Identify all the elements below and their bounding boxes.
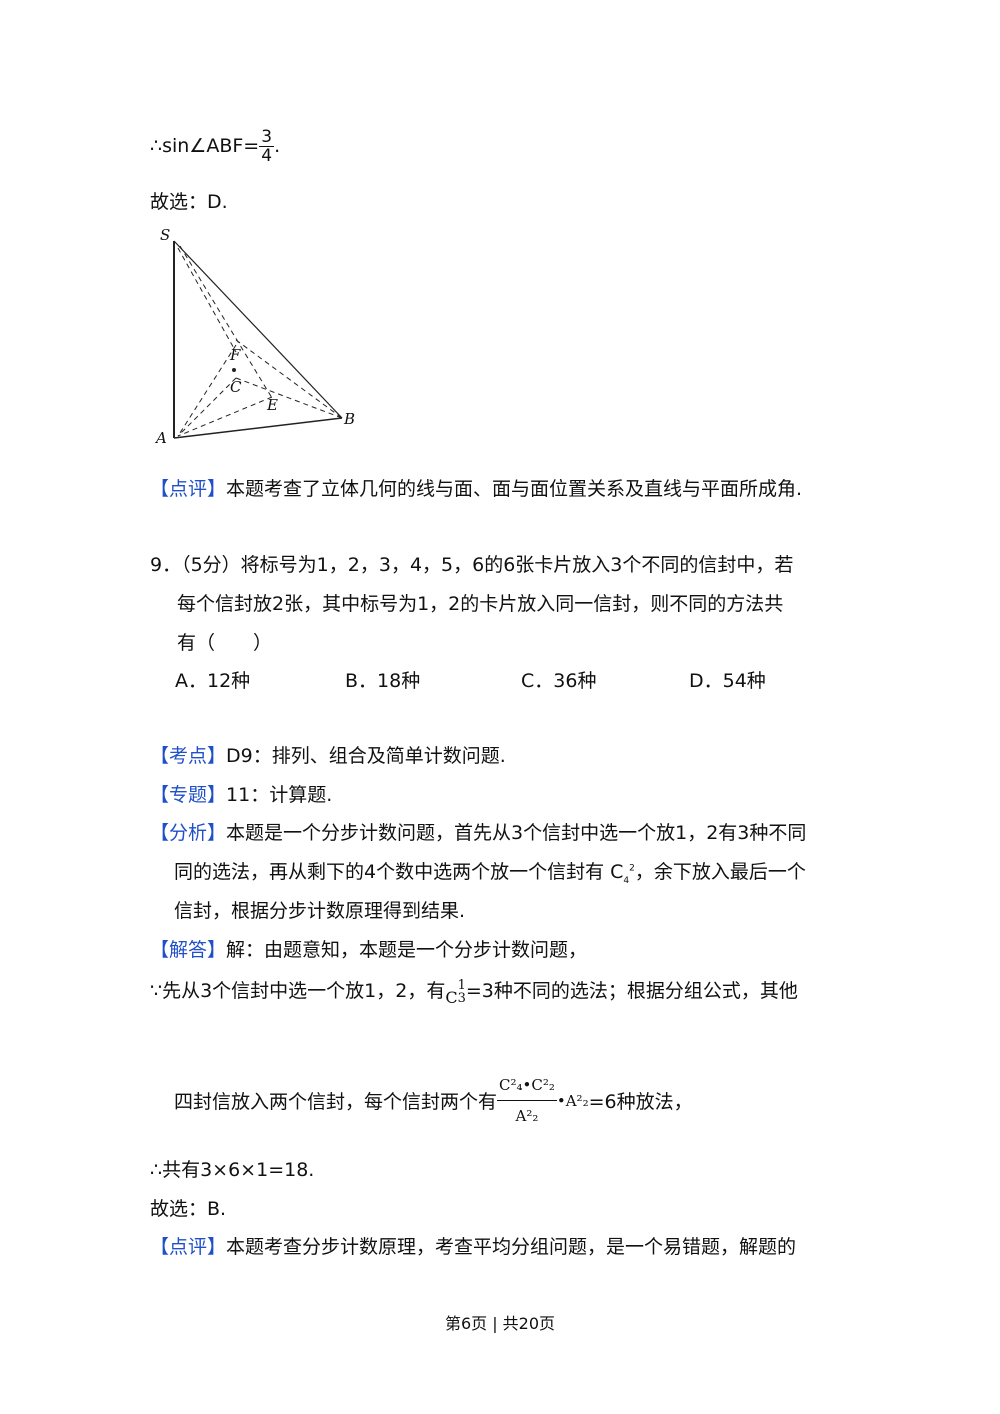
period: . <box>274 135 281 157</box>
jieda: 【解答】解：由题意知，本题是一个分步计数问题， <box>150 935 587 962</box>
jieda-line2: ∵先从3个信封中选一个放1，2，有C 1 3 =3种不同的选法；根据分组公式，其他 <box>150 976 798 1008</box>
q9-line3: 有（ ） <box>177 632 273 654</box>
zhuanti: 【专题】11：计算题. <box>150 780 332 807</box>
label-e: E <box>266 396 278 414</box>
sin-prefix: ∴sin∠ABF= <box>150 135 260 157</box>
jieda2-text-b: =3种不同的选法；根据分组公式，其他 <box>465 980 798 1002</box>
jieda-tag: 【解答】 <box>150 939 227 961</box>
jieda-line4: ∴共有3×6×1=18. <box>150 1159 315 1181</box>
sup: 2 <box>629 863 635 874</box>
option-d: D．54种 <box>689 670 766 692</box>
center-dot <box>232 368 236 372</box>
label-c: C <box>230 378 242 396</box>
page-footer: 第6页 | 共20页 <box>444 1314 556 1333</box>
sub: 4 <box>623 875 630 886</box>
fenxi-line3: 信封，根据分步计数原理得到结果. <box>174 900 466 922</box>
jieda3-text-b: =6种放法， <box>588 1091 693 1113</box>
dash-fb <box>235 339 343 419</box>
fraction: C²₄•C²₂ A²₂ <box>497 1070 557 1131</box>
dash-ca <box>177 377 237 437</box>
dash-cb <box>235 377 343 419</box>
q9-line1: 9．（5分）将标号为1，2，3，4，5，6的6张卡片放入3个不同的信封中，若 <box>150 554 794 576</box>
kaodian: 【考点】D9：排列、组合及简单计数问题. <box>150 741 506 768</box>
q9-line2: 每个信封放2张，其中标号为1，2的卡片放入同一信封，则不同的方法共 <box>177 593 784 615</box>
sin-result: ∴sin∠ABF= 3 4. <box>150 128 280 165</box>
a-term: •A²₂ <box>556 1091 589 1110</box>
comment-tag: 【点评】 <box>150 478 227 500</box>
label-a: A <box>154 429 167 447</box>
option-c: C．36种 <box>521 670 597 692</box>
kaodian-tag: 【考点】 <box>150 745 227 767</box>
zhuanti-tag: 【专题】 <box>150 784 227 806</box>
option-a: A．12种 <box>175 670 251 692</box>
dash-fa <box>177 344 237 437</box>
label-f: F <box>229 346 241 364</box>
option-b: B．18种 <box>345 670 421 692</box>
sub: 3 <box>457 990 466 1006</box>
edge-sb <box>173 240 343 419</box>
pyramid-figure: S A B F C E <box>154 226 355 447</box>
fenxi-line2: 同的选法，再从剩下的4个数中选两个放一个信封有 C42，余下放入最后一个 <box>174 857 806 886</box>
numerator: 3 <box>259 127 275 147</box>
dash-se <box>179 245 273 399</box>
fenxi-text: 本题是一个分步计数问题，首先从3个信封中选一个放1，2有3种不同 <box>226 822 807 844</box>
kaodian-text: D9：排列、组合及简单计数问题. <box>226 745 506 767</box>
dash-sf <box>177 247 237 353</box>
fenxi2-text-b: ，余下放入最后一个 <box>634 861 806 883</box>
comment-text: 本题考查了立体几何的线与面、面与面位置关系及直线与平面所成角. <box>226 478 803 500</box>
fenxi2-text: 同的选法，再从剩下的4个数中选两个放一个信封有 C <box>174 861 624 883</box>
comment-text: 本题考查分步计数原理，考查平均分组问题，是一个易错题，解题的 <box>226 1236 797 1258</box>
q9-comment: 【点评】本题考查分步计数原理，考查平均分组问题，是一个易错题，解题的 <box>150 1232 796 1259</box>
fenxi: 【分析】本题是一个分步计数问题，首先从3个信封中选一个放1，2有3种不同 <box>150 818 806 845</box>
denominator: 4 <box>261 146 273 166</box>
prev-answer: 故选：D. <box>150 191 228 213</box>
q9-answer: 故选：B. <box>150 1198 227 1220</box>
jieda-text: 解：由题意知，本题是一个分步计数问题， <box>226 939 588 961</box>
prev-comment: 【点评】本题考查了立体几何的线与面、面与面位置关系及直线与平面所成角. <box>150 474 802 501</box>
label-s: S <box>160 226 170 244</box>
comment-tag: 【点评】 <box>150 1236 227 1258</box>
fenxi-tag: 【分析】 <box>150 822 227 844</box>
zhuanti-text: 11：计算题. <box>226 784 333 806</box>
label-b: B <box>343 410 355 428</box>
denominator: A²₂ <box>515 1107 539 1125</box>
jieda-line3: 四封信放入两个信封，每个信封两个有 C²₄•C²₂ A²₂ •A²₂ =6种放法， <box>174 1070 693 1131</box>
dash-ea <box>177 396 273 437</box>
jieda3-text: 四封信放入两个信封，每个信封两个有 <box>174 1091 498 1113</box>
sup: 1 <box>457 977 466 993</box>
numerator: C²₄•C²₂ <box>497 1070 557 1101</box>
jieda2-text: ∵先从3个信封中选一个放1，2，有 <box>150 980 446 1002</box>
c-symbol: C <box>445 988 458 1007</box>
edge-ab <box>173 417 343 439</box>
